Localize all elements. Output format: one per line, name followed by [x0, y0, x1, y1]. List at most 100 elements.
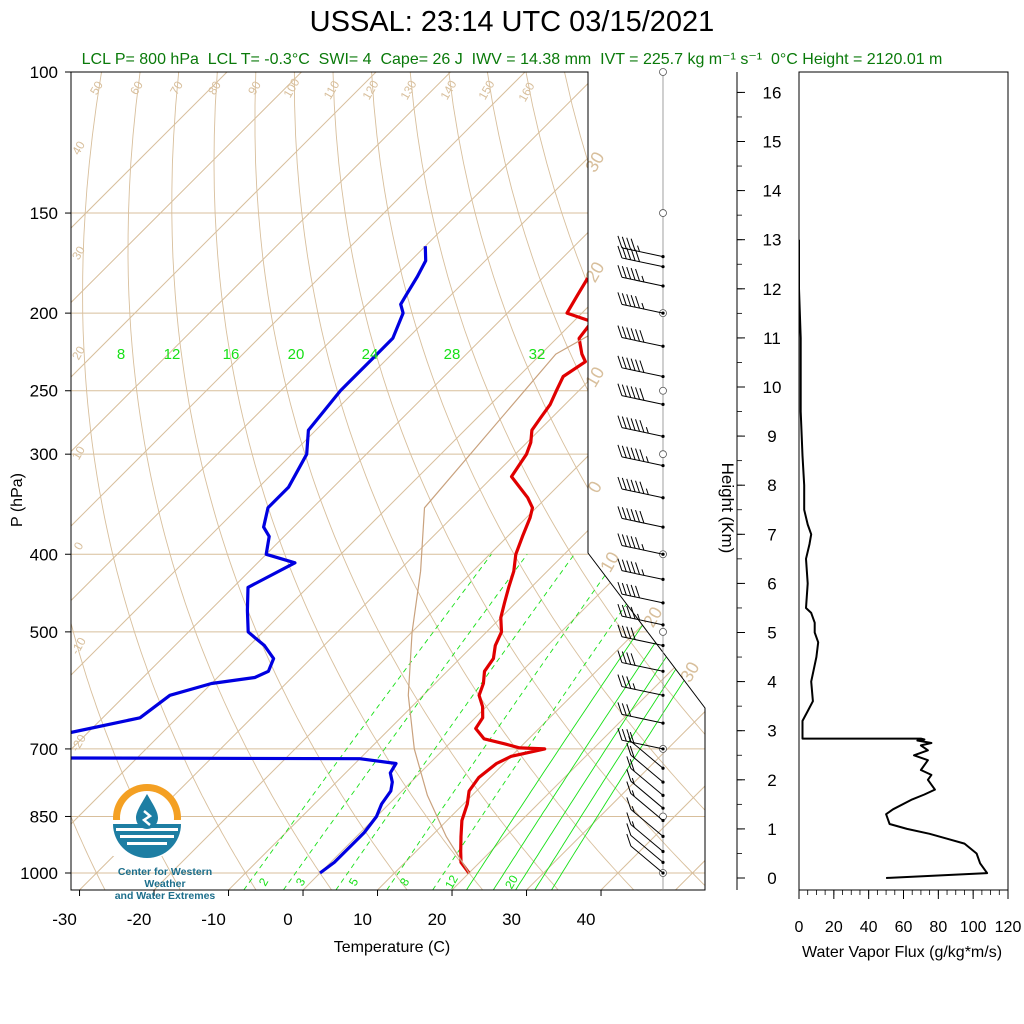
wind-barb-feather [630, 584, 636, 598]
wind-barb-feather [626, 417, 632, 430]
wind-barb-feather [617, 235, 623, 249]
flux-x-tick-label: 20 [825, 919, 843, 936]
wind-barb-feather [617, 533, 623, 546]
flux-x-tick-label: 0 [795, 919, 804, 936]
wind-barb-staff [630, 767, 664, 796]
wind-barb-feather [626, 357, 632, 370]
wind-barb-feather [626, 327, 632, 340]
flux-border [798, 71, 1009, 891]
dry-adiabat-line [127, 72, 332, 890]
dry-adiabat-line [71, 72, 181, 890]
height-tick-label: 7 [767, 525, 776, 544]
wind-barb-half-feather [641, 569, 645, 576]
mixing-ratio-bottom-label: 8 [397, 875, 413, 888]
mixing-ratio-bottom-label: 2 [256, 875, 272, 888]
isotherm-label: 100 [280, 76, 302, 101]
wind-barb-feather [621, 384, 627, 397]
dry-adiabat-line [486, 72, 705, 890]
isotherm-line [71, 72, 600, 890]
wind-barb-staff [630, 808, 664, 837]
barb-level-circle [659, 450, 667, 459]
isotherm-line [228, 72, 705, 890]
wind-barb-feather [626, 294, 632, 307]
wind-barb-half-feather [631, 821, 635, 828]
x-tick-label: -10 [201, 910, 226, 929]
isotherm-line [750, 72, 1024, 890]
dry-adiabat-line [796, 72, 1024, 890]
wind-barb-staff [621, 545, 664, 555]
cw3e-logo-icon [113, 784, 181, 858]
barb-level-circle [659, 209, 667, 217]
wind-barb-feather [635, 268, 640, 282]
height-tick-label: 14 [763, 182, 782, 201]
mixing-ratio-label: 32 [529, 346, 546, 363]
wind-barb-feather [639, 388, 645, 401]
mixing-ratio-line [551, 554, 705, 890]
chart-title: USSAL: 23:14 UTC 03/15/2021 [309, 6, 715, 38]
wind-barb-feather [630, 267, 636, 281]
isotherm-label: 50 [87, 78, 106, 97]
isotherm-line [302, 72, 705, 890]
mixing-ratio-line [386, 554, 621, 890]
isotherm-line [71, 72, 302, 890]
height-tick-label: 16 [763, 83, 782, 102]
x-tick-label: 0 [283, 910, 292, 929]
height-tick-label: 9 [767, 427, 776, 446]
wind-barb-feather [630, 509, 636, 522]
flux-x-axis-label: Water Vapor Flux (g/kg*m/s) [802, 944, 1002, 961]
barb-level-circle [659, 68, 667, 76]
wind-barb-feather [617, 325, 623, 338]
wind-barb-feather [629, 745, 635, 759]
barb-dot [661, 525, 665, 529]
temperature-profile [459, 245, 606, 874]
wind-barb-feather [617, 674, 623, 687]
mixing-ratio-line [283, 554, 528, 890]
wind-barb-half-feather [641, 544, 645, 551]
dry-adiabat-line [82, 72, 257, 890]
wind-barb-staff [621, 257, 664, 268]
wind-barb-feather [630, 358, 636, 371]
barb-dot [661, 747, 665, 751]
wind-barb-feather [635, 480, 640, 493]
height-axis-label: Height (Km) [718, 463, 737, 554]
wind-barb-staff [621, 593, 664, 604]
wind-barb-staff [621, 276, 664, 287]
dry-adiabat-line [171, 72, 408, 890]
wind-barb-feather [626, 676, 632, 689]
wind-barb-feather [617, 415, 623, 428]
isotherm-label: 40 [69, 138, 88, 157]
wind-barb-feather [639, 330, 645, 343]
isotherm-label: 30 [69, 243, 88, 262]
chart-subtitle: LCL P= 800 hPa LCL T= -0.3°C SWI= 4 Cape… [81, 51, 943, 68]
wind-barb-feather [630, 238, 636, 251]
wind-barb-feather [635, 295, 640, 309]
dry-adiabat-line [371, 72, 705, 890]
height-tick-label: 4 [767, 673, 776, 692]
mixing-ratio-line [515, 554, 705, 890]
wind-barb-half-feather [645, 456, 649, 463]
isotherm-label: 10 [581, 363, 608, 390]
wind-barb-staff [621, 395, 664, 405]
barb-level-circle [659, 386, 667, 395]
isotherm-line [600, 72, 705, 890]
x-tick-label: -20 [127, 910, 152, 929]
wind-barb-staff [621, 247, 664, 258]
wind-barb-staff [621, 517, 664, 528]
isotherm-line [451, 72, 705, 890]
wind-barb-feather [629, 759, 635, 772]
wind-barb-feather [617, 558, 623, 571]
wind-barb-feather [630, 653, 636, 666]
wind-barb-feather [639, 510, 645, 524]
wind-barb-feather [621, 675, 627, 688]
dry-adiabat-line [293, 72, 635, 890]
height-tick-label: 13 [763, 231, 782, 250]
wind-barb-feather [626, 756, 632, 769]
flux-x-tick-label: 40 [860, 919, 878, 936]
mixing-ratio-bottom-label: 20 [502, 872, 521, 891]
height-tick-label: 2 [767, 771, 776, 790]
height-tick-label: 8 [767, 476, 776, 495]
flux-profile [799, 239, 989, 879]
flux-x-tick-label: 60 [895, 919, 913, 936]
